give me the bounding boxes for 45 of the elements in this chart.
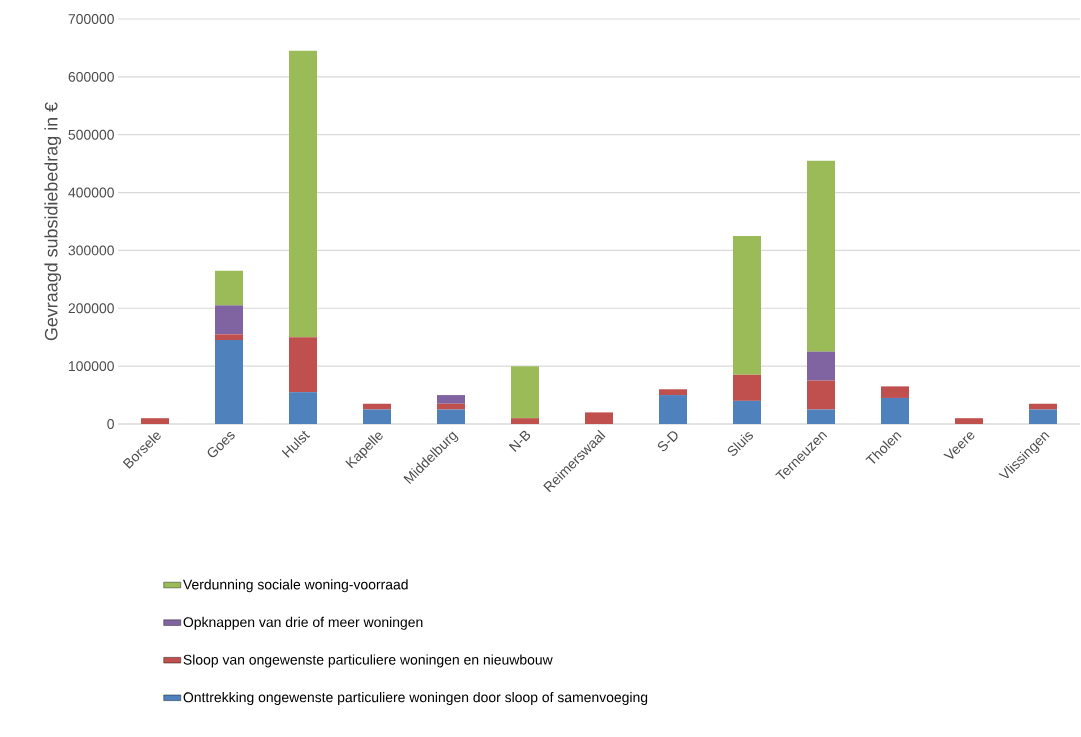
bar — [437, 409, 466, 424]
bar — [215, 334, 244, 341]
bar — [437, 403, 466, 410]
bar — [215, 270, 244, 306]
bar — [1029, 403, 1058, 410]
y-tick-label: 400000 — [68, 187, 114, 198]
bar — [363, 409, 392, 424]
bar — [1029, 409, 1058, 424]
bar — [289, 392, 318, 424]
bar — [733, 374, 762, 401]
y-tick-label: 700000 — [68, 14, 114, 24]
bar — [363, 403, 392, 410]
bar — [733, 235, 762, 375]
y-axis-title: Gevraagd subsidiebedrag in € — [44, 102, 62, 341]
y-tick-label: 600000 — [68, 71, 114, 82]
y-tick-label: 0 — [107, 419, 114, 429]
bar — [215, 305, 244, 335]
y-tick-label: 200000 — [68, 303, 114, 314]
x-tick-label: S-D — [657, 431, 678, 452]
legend-label: Opknappen van drie of meer woningen — [183, 616, 423, 630]
bar — [733, 400, 762, 424]
bar — [659, 395, 688, 424]
legend-label: Sloop van ongewenste particuliere woningen en nieuwbouw — [183, 654, 553, 668]
bar — [511, 366, 540, 419]
legend-label: Onttrekking ongewenste particuliere woningen door sloop of samenvoeging — [183, 691, 648, 705]
bar — [807, 409, 836, 424]
legend-label: Verdunning sociale woning-voorraad — [182, 579, 408, 593]
bar — [807, 160, 836, 352]
bar — [955, 418, 984, 424]
bar — [807, 380, 836, 410]
bar — [215, 340, 244, 424]
y-tick-label: 500000 — [68, 129, 114, 140]
bar — [289, 50, 318, 338]
bar — [585, 412, 614, 424]
bar — [511, 418, 540, 424]
y-tick-label: 100000 — [69, 361, 114, 372]
bar — [807, 351, 836, 381]
bar — [289, 337, 318, 393]
bar — [881, 386, 910, 398]
bar — [437, 395, 466, 404]
x-tick-label: N-B — [508, 430, 531, 452]
bar — [881, 397, 910, 424]
bar — [659, 389, 688, 396]
y-tick-label: 300000 — [68, 245, 114, 256]
bar — [141, 418, 170, 424]
